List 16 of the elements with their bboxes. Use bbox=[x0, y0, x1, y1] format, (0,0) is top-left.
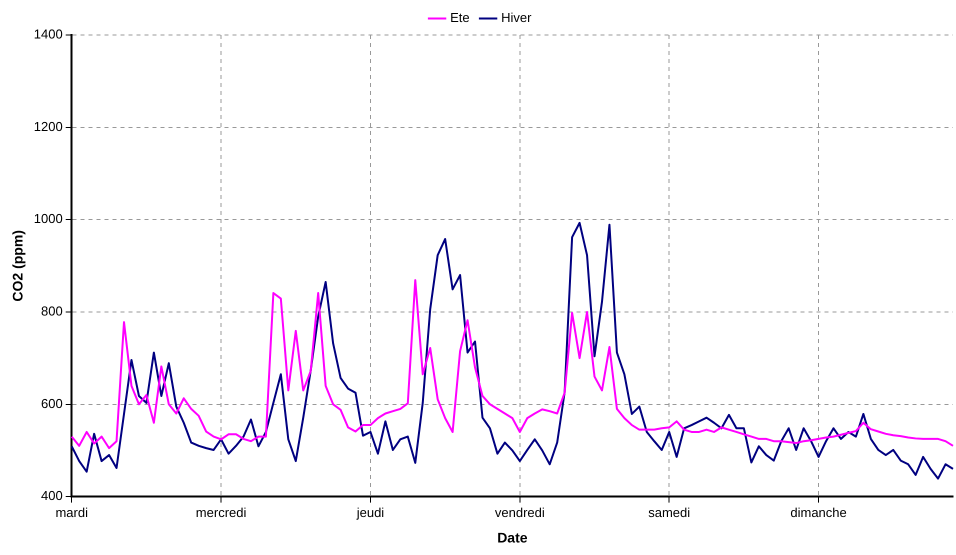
y-tick-label: 800 bbox=[41, 304, 63, 319]
y-tick-label: 1200 bbox=[34, 118, 63, 134]
legend-label: Ete bbox=[450, 10, 470, 26]
y-axis-title: CO2 (ppm) bbox=[9, 230, 26, 302]
x-tick-label: samedi bbox=[648, 504, 690, 520]
x-tick-label: mardi bbox=[55, 504, 88, 520]
x-tick-label: dimanche bbox=[790, 504, 847, 520]
y-tick-label: 1400 bbox=[34, 26, 63, 42]
legend-label: Hiver bbox=[501, 10, 532, 26]
x-tick-label: jeudi bbox=[356, 504, 384, 520]
y-tick-label: 1000 bbox=[34, 211, 63, 226]
y-tick-label: 600 bbox=[41, 396, 63, 411]
x-axis-title: Date bbox=[497, 529, 528, 546]
x-tick-label: vendredi bbox=[494, 504, 545, 520]
x-tick-label: mercredi bbox=[196, 504, 246, 520]
y-tick-label: 400 bbox=[41, 488, 63, 504]
